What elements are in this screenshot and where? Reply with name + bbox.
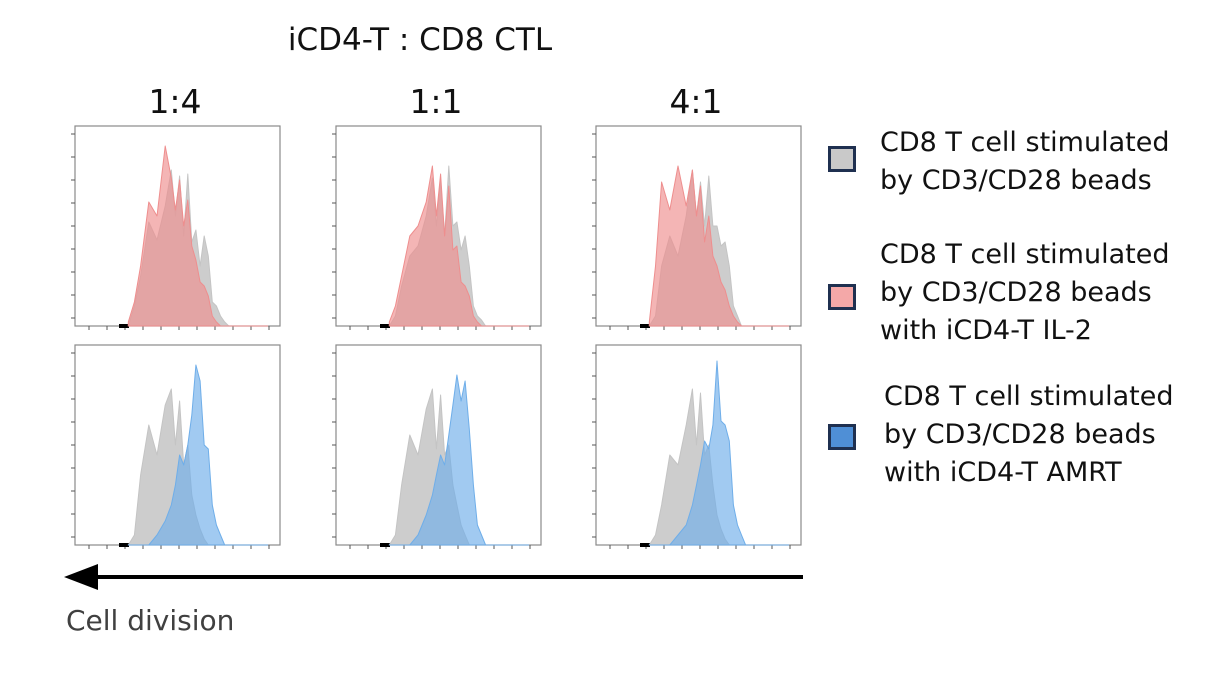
arrow-head (64, 564, 98, 590)
legend-text-control: CD8 T cell stimulated by CD3/CD28 beads (880, 124, 1169, 200)
axis-marker (380, 324, 390, 328)
legend-line: by CD3/CD28 beads (880, 165, 1152, 196)
histogram-panel-r0-c0 (71, 125, 281, 330)
legend-text-amrt: CD8 T cell stimulated by CD3/CD28 beads … (884, 378, 1173, 492)
chart-title: iCD4-T : CD8 CTL (287, 22, 553, 58)
histogram-panel-r0-c1 (332, 125, 542, 330)
axis-marker (640, 543, 650, 547)
legend-swatch-il2 (828, 284, 856, 310)
axis-marker (119, 543, 129, 547)
column-label-1-4: 1:4 (148, 82, 202, 121)
histogram-il2-r0-c2 (648, 165, 790, 327)
axis-marker (380, 543, 390, 547)
axis-marker (119, 324, 129, 328)
histogram-panel-r1-c0 (71, 344, 281, 549)
histogram-panel-r1-c2 (592, 344, 802, 549)
legend-swatch-amrt (828, 424, 856, 450)
column-label-1-1: 1:1 (409, 82, 463, 121)
legend-line: by CD3/CD28 beads (880, 277, 1152, 308)
legend-line: CD8 T cell stimulated (884, 381, 1174, 412)
legend-line: CD8 T cell stimulated (880, 127, 1170, 158)
histogram-panel-r0-c2 (592, 125, 802, 330)
histogram-amrt-r1-c1 (388, 374, 530, 546)
legend-line: by CD3/CD28 beads (884, 419, 1156, 450)
histogram-panel-r1-c1 (332, 344, 542, 549)
histogram-il2-r0-c0 (127, 145, 269, 327)
legend-line: CD8 T cell stimulated (880, 239, 1170, 270)
column-label-4-1: 4:1 (669, 82, 723, 121)
axis-marker (640, 324, 650, 328)
histogram-amrt-r1-c2 (648, 360, 790, 546)
x-axis-label: Cell division (66, 604, 235, 637)
legend-line: with iCD4-T AMRT (884, 457, 1122, 488)
legend-swatch-control (828, 146, 856, 172)
histogram-amrt-r1-c0 (127, 364, 269, 546)
legend-line: with iCD4-T IL-2 (880, 315, 1092, 346)
legend-text-il2: CD8 T cell stimulated by CD3/CD28 beads … (880, 236, 1169, 350)
histogram-il2-r0-c1 (388, 165, 530, 327)
